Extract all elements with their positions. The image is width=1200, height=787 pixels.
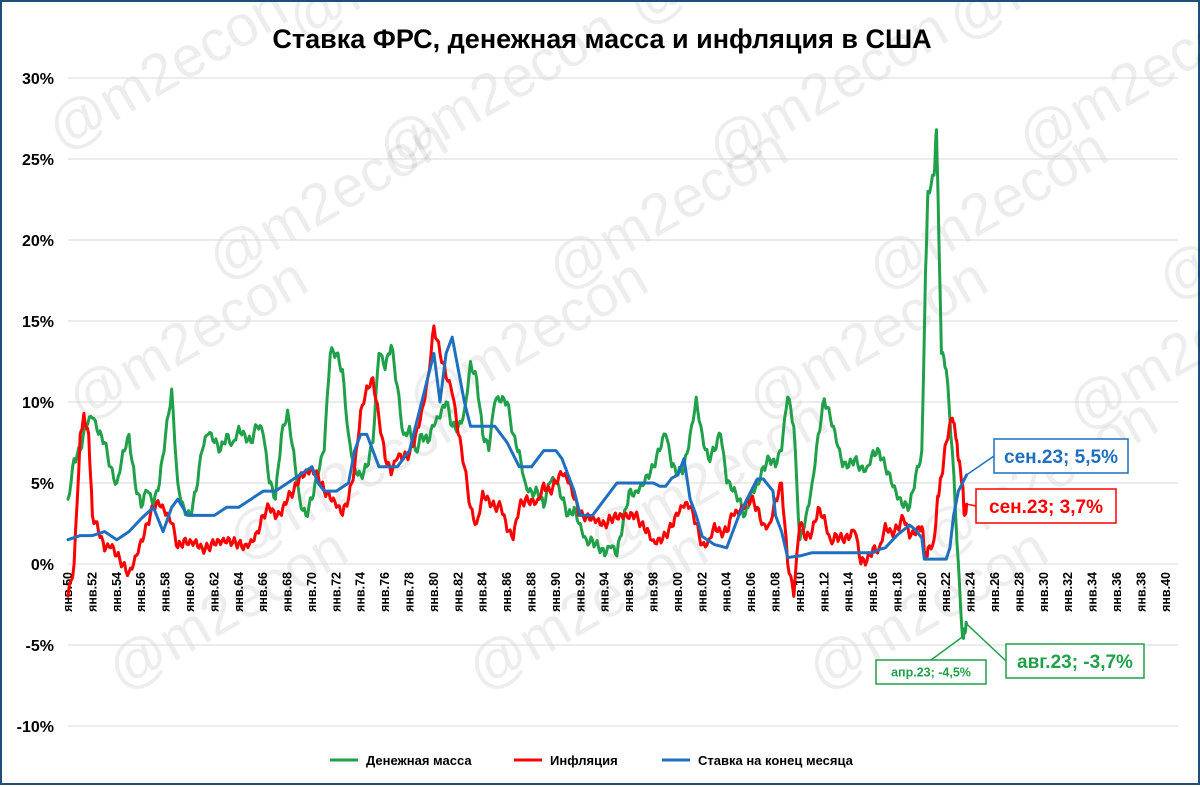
annotation-box [993, 438, 1129, 474]
x-tick-label: янв.02 [695, 572, 709, 612]
x-tick-label: янв.12 [817, 572, 831, 612]
x-tick-label: янв.68 [281, 572, 295, 612]
y-tick-label: 15% [22, 314, 54, 331]
x-tick-label: янв.66 [256, 572, 270, 612]
chart-title: Ставка ФРС, денежная масса и инфляция в … [272, 24, 931, 54]
x-tick-label: янв.82 [451, 572, 465, 612]
annotation-box [975, 488, 1117, 524]
x-tick-label: янв.36 [1110, 572, 1124, 612]
x-tick-label: янв.60 [183, 572, 197, 612]
x-tick-label: янв.94 [598, 572, 612, 612]
annotation-box [875, 659, 987, 685]
legend-item: Ставка на конец месяца [662, 753, 854, 768]
x-tick-label: янв.96 [622, 572, 636, 612]
annotation-box [1005, 643, 1145, 679]
annotations: сен.23; 5,5% сен.23; 3,7% авг.23; -3,7% апр… [875, 438, 1145, 685]
annotation-callout: сен.23; 3,7% [966, 488, 1117, 524]
x-tick-label: янв.84 [476, 572, 490, 612]
x-tick-label: янв.16 [866, 572, 880, 612]
y-tick-label: 10% [22, 395, 54, 412]
x-tick-label: янв.26 [988, 572, 1002, 612]
watermark-text: @m2econ [196, 104, 458, 293]
y-tick-label: 20% [22, 233, 54, 250]
x-tick-label: янв.80 [427, 572, 441, 612]
annotation-leader [966, 623, 1007, 662]
x-tick-label: янв.00 [671, 572, 685, 612]
x-tick-label: янв.22 [939, 572, 953, 612]
y-tick-label: 25% [22, 152, 54, 169]
gridlines [68, 77, 1178, 727]
y-tick-label: 5% [31, 476, 54, 493]
x-tick-label: янв.18 [890, 572, 904, 612]
x-tick-label: янв.24 [964, 572, 978, 612]
annotation-callout: сен.23; 5,5% [966, 438, 1129, 476]
watermark-text: @m2econ [1146, 124, 1200, 313]
series-line [66, 128, 969, 640]
x-tick-label: янв.88 [525, 572, 539, 612]
annotation-label: сен.23; 5,5% [1004, 447, 1118, 468]
x-tick-label: янв.54 [110, 572, 124, 612]
legend-label: Инфляция [550, 753, 618, 768]
x-tick-label: янв.20 [915, 572, 929, 612]
annotation-callout: авг.23; -3,7% [966, 623, 1145, 679]
x-axis-ticks: янв.50 янв.52 янв.54 янв.56 янв.58 янв.60 янв.… [61, 572, 1173, 612]
y-tick-label: -5% [26, 638, 54, 655]
annotation-label: апр.23; -4,5% [891, 666, 971, 680]
x-tick-label: янв.10 [793, 572, 807, 612]
annotation-label: авг.23; -3,7% [1017, 652, 1133, 673]
watermark-text: @m2econ [856, 114, 1118, 303]
series-lines [66, 128, 969, 640]
x-tick-label: янв.74 [354, 572, 368, 612]
watermark-text: @m2econ [56, 244, 318, 433]
x-tick-label: янв.32 [1061, 572, 1075, 612]
x-tick-label: янв.76 [378, 572, 392, 612]
x-tick-label: янв.40 [1159, 572, 1173, 612]
x-tick-label: янв.92 [573, 572, 587, 612]
annotation-label: сен.23; 3,7% [989, 497, 1103, 518]
x-tick-label: янв.70 [305, 572, 319, 612]
x-tick-label: янв.14 [842, 572, 856, 612]
x-tick-label: янв.52 [85, 572, 99, 612]
series-line [66, 335, 969, 561]
annotation-leader [966, 503, 977, 507]
watermark-text: @m2econ [36, 2, 298, 163]
x-tick-label: янв.04 [720, 572, 734, 612]
x-tick-label: янв.62 [207, 572, 221, 612]
annotation-callout: апр.23; -4,5% [875, 636, 987, 685]
legend-label: Ставка на конец месяца [698, 753, 854, 768]
y-tick-label: 30% [22, 71, 54, 88]
x-tick-label: янв.72 [329, 572, 343, 612]
x-tick-label: янв.98 [646, 572, 660, 612]
x-tick-label: янв.58 [159, 572, 173, 612]
x-tick-label: янв.30 [1037, 572, 1051, 612]
legend-label: Денежная масса [366, 753, 472, 768]
x-tick-label: янв.28 [1012, 572, 1026, 612]
x-tick-label: янв.34 [1086, 572, 1100, 612]
series-line [66, 324, 969, 598]
annotation-leader [966, 455, 995, 476]
legend: Денежная масса Инфляция Ставка на конец ме… [330, 753, 854, 768]
x-tick-label: янв.90 [549, 572, 563, 612]
legend-item: Денежная масса [330, 753, 472, 768]
x-tick-label: янв.38 [1134, 572, 1148, 612]
x-tick-label: янв.08 [768, 572, 782, 612]
annotation-leader [930, 636, 963, 661]
y-axis-ticks: 30% 25% 20% 15% 10% 5% 0% -5% -10% [17, 71, 54, 736]
x-tick-label: янв.64 [232, 572, 246, 612]
x-tick-label: янв.56 [134, 572, 148, 612]
legend-item: Инфляция [514, 753, 618, 768]
y-tick-label: -10% [17, 719, 54, 736]
x-tick-label: янв.78 [403, 572, 417, 612]
y-tick-label: 0% [31, 557, 54, 574]
x-tick-label: янв.86 [500, 572, 514, 612]
x-tick-label: янв.06 [744, 572, 758, 612]
